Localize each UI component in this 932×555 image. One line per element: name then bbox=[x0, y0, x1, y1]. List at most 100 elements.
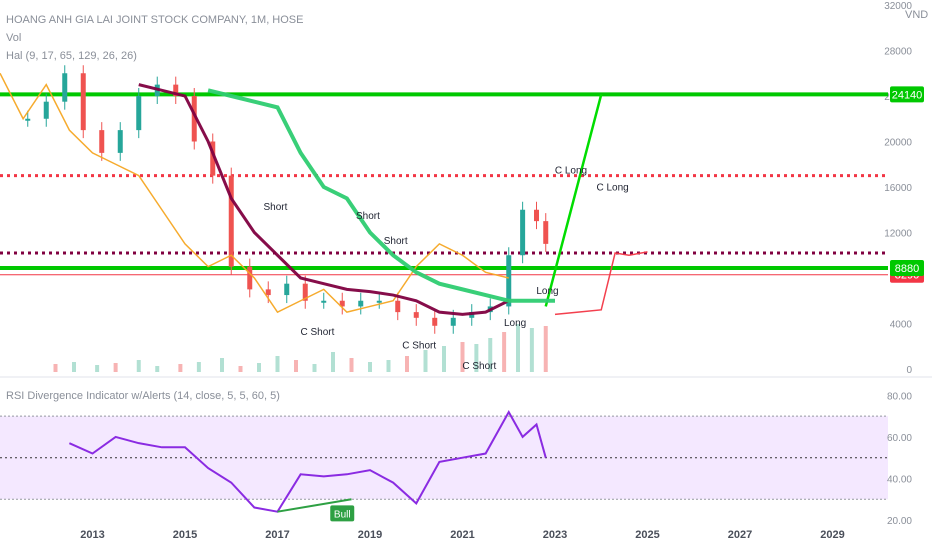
currency-label: VND bbox=[905, 9, 929, 21]
rsi-legend: RSI Divergence Indicator w/Alerts (14, c… bbox=[6, 390, 280, 402]
volume-bar bbox=[155, 366, 160, 372]
candle-body[interactable] bbox=[265, 289, 271, 296]
candle-body[interactable] bbox=[99, 130, 105, 153]
volume-bar bbox=[136, 360, 141, 372]
candle-body[interactable] bbox=[432, 317, 438, 326]
volume-bar bbox=[178, 364, 183, 372]
rsi-tick-label: 80.00 bbox=[887, 391, 912, 402]
candle-body[interactable] bbox=[413, 312, 419, 318]
volume-bar bbox=[488, 338, 493, 372]
candle-body[interactable] bbox=[43, 101, 49, 119]
price-tick-label: 16000 bbox=[884, 183, 912, 194]
volume-bar bbox=[349, 358, 354, 372]
price-tick-label: 20000 bbox=[884, 138, 912, 149]
indicator-line bbox=[554, 251, 648, 316]
candle-body[interactable] bbox=[25, 118, 31, 121]
volume-bar bbox=[529, 328, 534, 372]
candle-body[interactable] bbox=[321, 300, 327, 303]
rsi-tick-label: 60.00 bbox=[887, 433, 912, 444]
volume-bar bbox=[257, 363, 261, 372]
volume-bar bbox=[95, 365, 100, 372]
indicator-line bbox=[138, 83, 510, 316]
signal-label: Short bbox=[264, 202, 288, 213]
signal-label: C Long bbox=[597, 182, 629, 193]
divergence-line bbox=[277, 498, 352, 513]
volume-bar bbox=[502, 332, 507, 372]
candle-body[interactable] bbox=[520, 209, 526, 256]
time-tick-label: 2015 bbox=[173, 529, 197, 541]
volume-bar bbox=[442, 346, 446, 372]
volume-bar bbox=[196, 362, 201, 372]
volume-bar bbox=[53, 364, 58, 372]
signal-label: Long bbox=[536, 286, 558, 297]
hal-legend: Hal (9, 17, 65, 129, 26, 26) bbox=[6, 50, 137, 62]
price-tick-label: 12000 bbox=[884, 229, 912, 240]
volume-bar bbox=[238, 366, 243, 372]
candle-body[interactable] bbox=[534, 209, 539, 222]
time-tick-label: 2019 bbox=[358, 529, 382, 541]
candle-body[interactable] bbox=[395, 300, 401, 313]
price-tick-label: 32000 bbox=[884, 1, 912, 12]
candle-body[interactable] bbox=[284, 283, 290, 296]
signal-label: C Short bbox=[462, 361, 496, 372]
candle-body[interactable] bbox=[506, 255, 512, 307]
candle-body[interactable] bbox=[247, 266, 253, 290]
rsi-band bbox=[0, 416, 888, 500]
candle-body[interactable] bbox=[339, 300, 345, 307]
candle-body[interactable] bbox=[210, 141, 216, 176]
price-badge-label: 24140 bbox=[892, 89, 923, 101]
time-tick-label: 2023 bbox=[543, 529, 567, 541]
symbol-title: HOANG ANH GIA LAI JOINT STOCK COMPANY, 1… bbox=[6, 14, 304, 26]
volume-bar bbox=[113, 363, 118, 372]
candle-body[interactable] bbox=[302, 283, 308, 301]
bull-badge bbox=[330, 505, 355, 522]
candle-body[interactable] bbox=[450, 317, 456, 326]
signal-label: Short bbox=[384, 236, 408, 247]
volume-bar bbox=[220, 358, 224, 372]
volume-bar bbox=[405, 356, 409, 372]
candle-body[interactable] bbox=[191, 96, 197, 142]
projection-line bbox=[544, 94, 603, 307]
bull-label: Bull bbox=[334, 509, 351, 520]
time-tick-label: 2025 bbox=[635, 529, 659, 541]
volume-bar bbox=[474, 344, 479, 372]
candle-body[interactable] bbox=[80, 73, 86, 131]
signal-label: C Long bbox=[555, 165, 587, 176]
candle-body[interactable] bbox=[117, 130, 123, 153]
time-tick-label: 2021 bbox=[450, 529, 474, 541]
signal-label: C Short bbox=[301, 327, 335, 338]
rsi-tick-label: 40.00 bbox=[887, 474, 912, 485]
time-tick-label: 2013 bbox=[80, 529, 104, 541]
signal-label: Short bbox=[356, 211, 380, 222]
candle-body[interactable] bbox=[62, 73, 68, 102]
volume-bar bbox=[368, 362, 372, 372]
price-badge-label: 8880 bbox=[895, 263, 919, 275]
volume-bar bbox=[423, 350, 428, 372]
candle-body[interactable] bbox=[543, 221, 549, 244]
volume-bar bbox=[294, 360, 298, 372]
time-tick-label: 2029 bbox=[820, 529, 844, 541]
volume-bar bbox=[275, 356, 280, 372]
price-tick-label: 28000 bbox=[884, 47, 912, 58]
candle-body[interactable] bbox=[358, 300, 364, 307]
volume-bar bbox=[516, 324, 520, 372]
price-badge bbox=[890, 86, 924, 103]
time-tick-label: 2027 bbox=[728, 529, 752, 541]
volume-bar bbox=[72, 362, 76, 372]
candle-body[interactable] bbox=[136, 96, 142, 131]
price-tick-label: 0 bbox=[906, 365, 912, 376]
price-tick-label: 4000 bbox=[890, 320, 913, 331]
volume-bar bbox=[460, 342, 465, 372]
rsi-tick-label: 20.00 bbox=[887, 516, 912, 527]
indicator-line bbox=[207, 88, 555, 303]
candle-body[interactable] bbox=[173, 84, 179, 96]
volume-bar bbox=[386, 360, 391, 372]
signal-label: Long bbox=[504, 318, 526, 329]
indicator-line bbox=[0, 72, 509, 314]
candle-body[interactable] bbox=[376, 300, 382, 303]
candle-body[interactable] bbox=[228, 175, 234, 267]
rsi-line bbox=[68, 409, 547, 513]
volume-bar bbox=[331, 352, 335, 372]
